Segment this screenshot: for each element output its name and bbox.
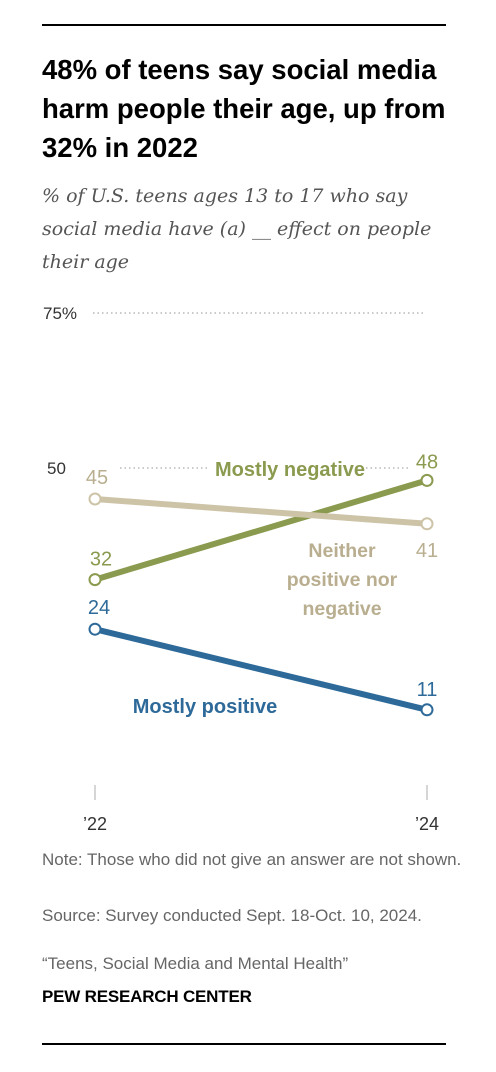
data-label: 32 — [90, 549, 112, 571]
chart-note: Note: Those who did not give an answer a… — [42, 850, 462, 869]
gridlines — [93, 312, 424, 469]
series-lines — [92, 477, 430, 713]
y-tick-label: 75% — [43, 304, 77, 323]
series-line — [92, 626, 430, 713]
data-label: 11 — [417, 679, 438, 701]
series-line — [92, 496, 430, 527]
data-point-marker — [88, 573, 102, 587]
series-label-neither: Neither positive nor negative — [287, 540, 398, 620]
chart-labels: 75% 50 ’22 ’24 32 48 45 41 24 11 Mostly negative Ne… — [43, 304, 439, 834]
data-point-marker — [420, 703, 434, 717]
top-rule — [42, 24, 446, 26]
report-title: “Teens, Social Media and Mental Health” — [42, 954, 349, 973]
chart-title: 48% of teens say social media harm peopl… — [42, 54, 446, 163]
chart-source: Source: Survey conducted Sept. 18-Oct. 1… — [42, 906, 422, 925]
data-label: 24 — [88, 597, 110, 619]
series-line — [92, 477, 430, 583]
data-points — [88, 473, 434, 717]
data-point-marker — [420, 517, 434, 531]
series-label-mostly-negative: Mostly negative — [215, 459, 365, 481]
series-label-mostly-positive: Mostly positive — [133, 696, 277, 718]
data-label: 45 — [86, 467, 108, 489]
data-point-marker — [420, 473, 434, 487]
bottom-rule — [42, 1043, 446, 1045]
data-point-marker — [88, 622, 102, 636]
y-tick-label: 50 — [47, 459, 66, 478]
chart-subtitle: % of U.S. teens ages 13 to 17 who say so… — [42, 185, 432, 273]
data-point-marker — [88, 492, 102, 506]
x-axis — [94, 785, 428, 800]
data-label: 48 — [416, 451, 438, 473]
x-tick-label: ’22 — [83, 814, 107, 834]
data-label: 41 — [416, 540, 438, 562]
pew-logo-text: PEW RESEARCH CENTER — [42, 987, 252, 1006]
x-tick-label: ’24 — [415, 814, 439, 834]
